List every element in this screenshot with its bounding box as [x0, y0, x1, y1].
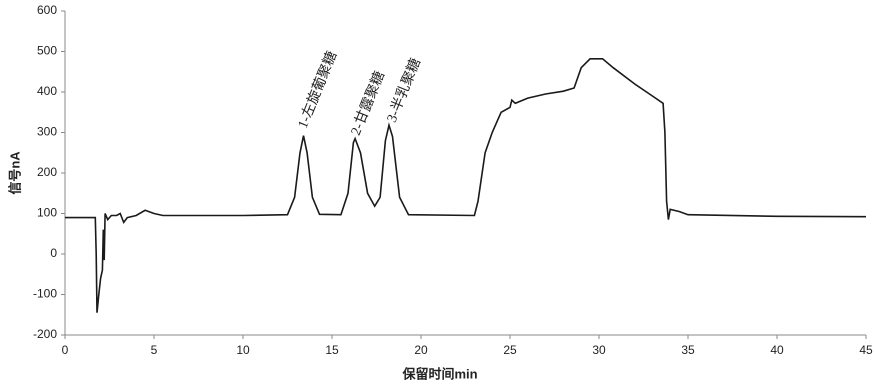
y-axis-label: 信号nA [7, 151, 22, 195]
x-tick-label: 15 [325, 343, 339, 357]
y-tick-label: 0 [50, 246, 57, 260]
y-tick-label: 400 [37, 84, 57, 98]
x-tick-label: 5 [151, 343, 158, 357]
line [65, 58, 867, 313]
x-tick-label: 10 [236, 343, 250, 357]
y-tick-label: 100 [37, 206, 57, 220]
y-tick-label: 300 [37, 125, 57, 139]
peak-annotation: 2-甘露聚糖 [348, 69, 388, 138]
x-tick-label: 20 [414, 343, 428, 357]
peak-annotation: 1-左旋葡聚糖 [295, 49, 340, 131]
y-tick-label: 600 [37, 3, 57, 17]
x-tick-label: 35 [681, 343, 695, 357]
y-tick-label: -200 [33, 327, 57, 341]
peak-annotation: 3-半乳聚糖 [384, 56, 424, 125]
x-tick-label: 25 [503, 343, 517, 357]
x-tick-label: 0 [62, 343, 69, 357]
y-tick-label: -100 [33, 287, 57, 301]
y-tick-label: 500 [37, 44, 57, 58]
x-axis-label: 保留时间min [401, 366, 477, 381]
x-tick-label: 30 [592, 343, 606, 357]
x-tick-label: 40 [770, 343, 784, 357]
y-tick-label: 200 [37, 165, 57, 179]
x-tick-label: 45 [859, 343, 873, 357]
